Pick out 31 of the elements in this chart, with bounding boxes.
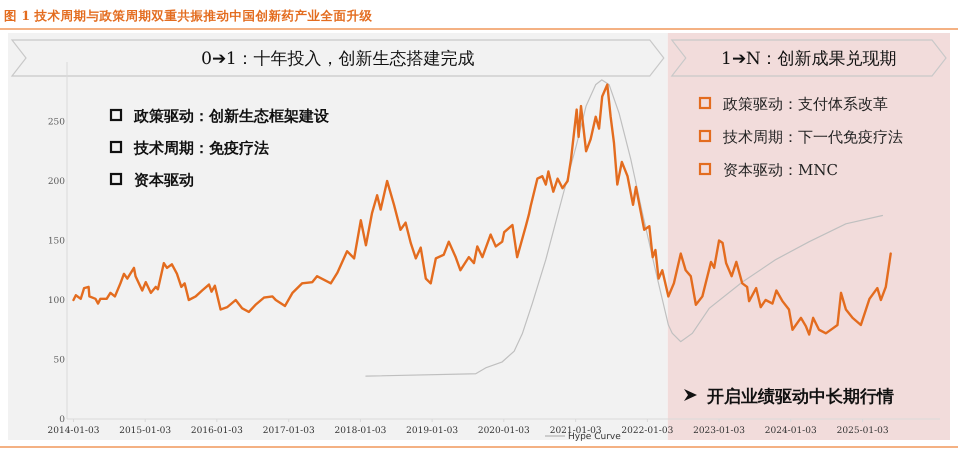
y-tick-label: 150 bbox=[48, 236, 66, 246]
legend-label: Hype Curve bbox=[568, 432, 622, 442]
chart-title: 图 1 技术周期与政策周期双重共振推动中国创新药产业全面升级 bbox=[4, 8, 374, 23]
x-tick-label: 2017-01-03 bbox=[262, 426, 315, 436]
x-tick-label: 2014-01-03 bbox=[48, 426, 100, 436]
x-tick-label: 2015-01-03 bbox=[119, 426, 172, 436]
annotation: 政策驱动：支付体系改革 bbox=[698, 95, 888, 113]
annotation: 技术周期：免疫疗法 bbox=[110, 139, 269, 157]
band-label: 1➔N：创新成果兑现期 bbox=[721, 49, 897, 69]
x-tick-label: 2022-01-03 bbox=[621, 426, 674, 436]
x-tick-label: 2023-01-03 bbox=[693, 426, 746, 436]
annotation: 资本驱动 bbox=[110, 171, 194, 189]
annotation: 资本驱动：MNC bbox=[723, 161, 838, 179]
x-tick-label: 2020-01-03 bbox=[478, 426, 530, 436]
x-tick-label: 2019-01-03 bbox=[406, 426, 458, 436]
y-tick-label: 200 bbox=[48, 177, 66, 187]
y-tick-label: 250 bbox=[48, 118, 66, 128]
legend: Hype Curve bbox=[545, 432, 621, 442]
annotation: 技术周期：下一代免疫疗法 bbox=[698, 128, 903, 146]
annotation: 资本驱动：MNC bbox=[698, 161, 838, 179]
annotation: 资本驱动 bbox=[134, 171, 194, 189]
band-label: 0➔1：十年投入，创新生态搭建完成 bbox=[201, 49, 475, 69]
annotation: 政策驱动：创新生态框架建设 bbox=[110, 107, 329, 125]
annotation: 开启业绩驱动中长期行情 bbox=[684, 387, 894, 407]
x-tick-label: 2016-01-03 bbox=[190, 426, 244, 436]
x-tick-label: 2024-01-03 bbox=[764, 426, 817, 436]
x-tick-label: 2025-01-03 bbox=[836, 426, 889, 436]
x-tick-label: 2018-01-03 bbox=[334, 426, 387, 436]
y-tick-label: 100 bbox=[48, 296, 66, 306]
y-tick-label: 50 bbox=[54, 356, 66, 366]
y-tick-label: 0 bbox=[59, 415, 66, 425]
